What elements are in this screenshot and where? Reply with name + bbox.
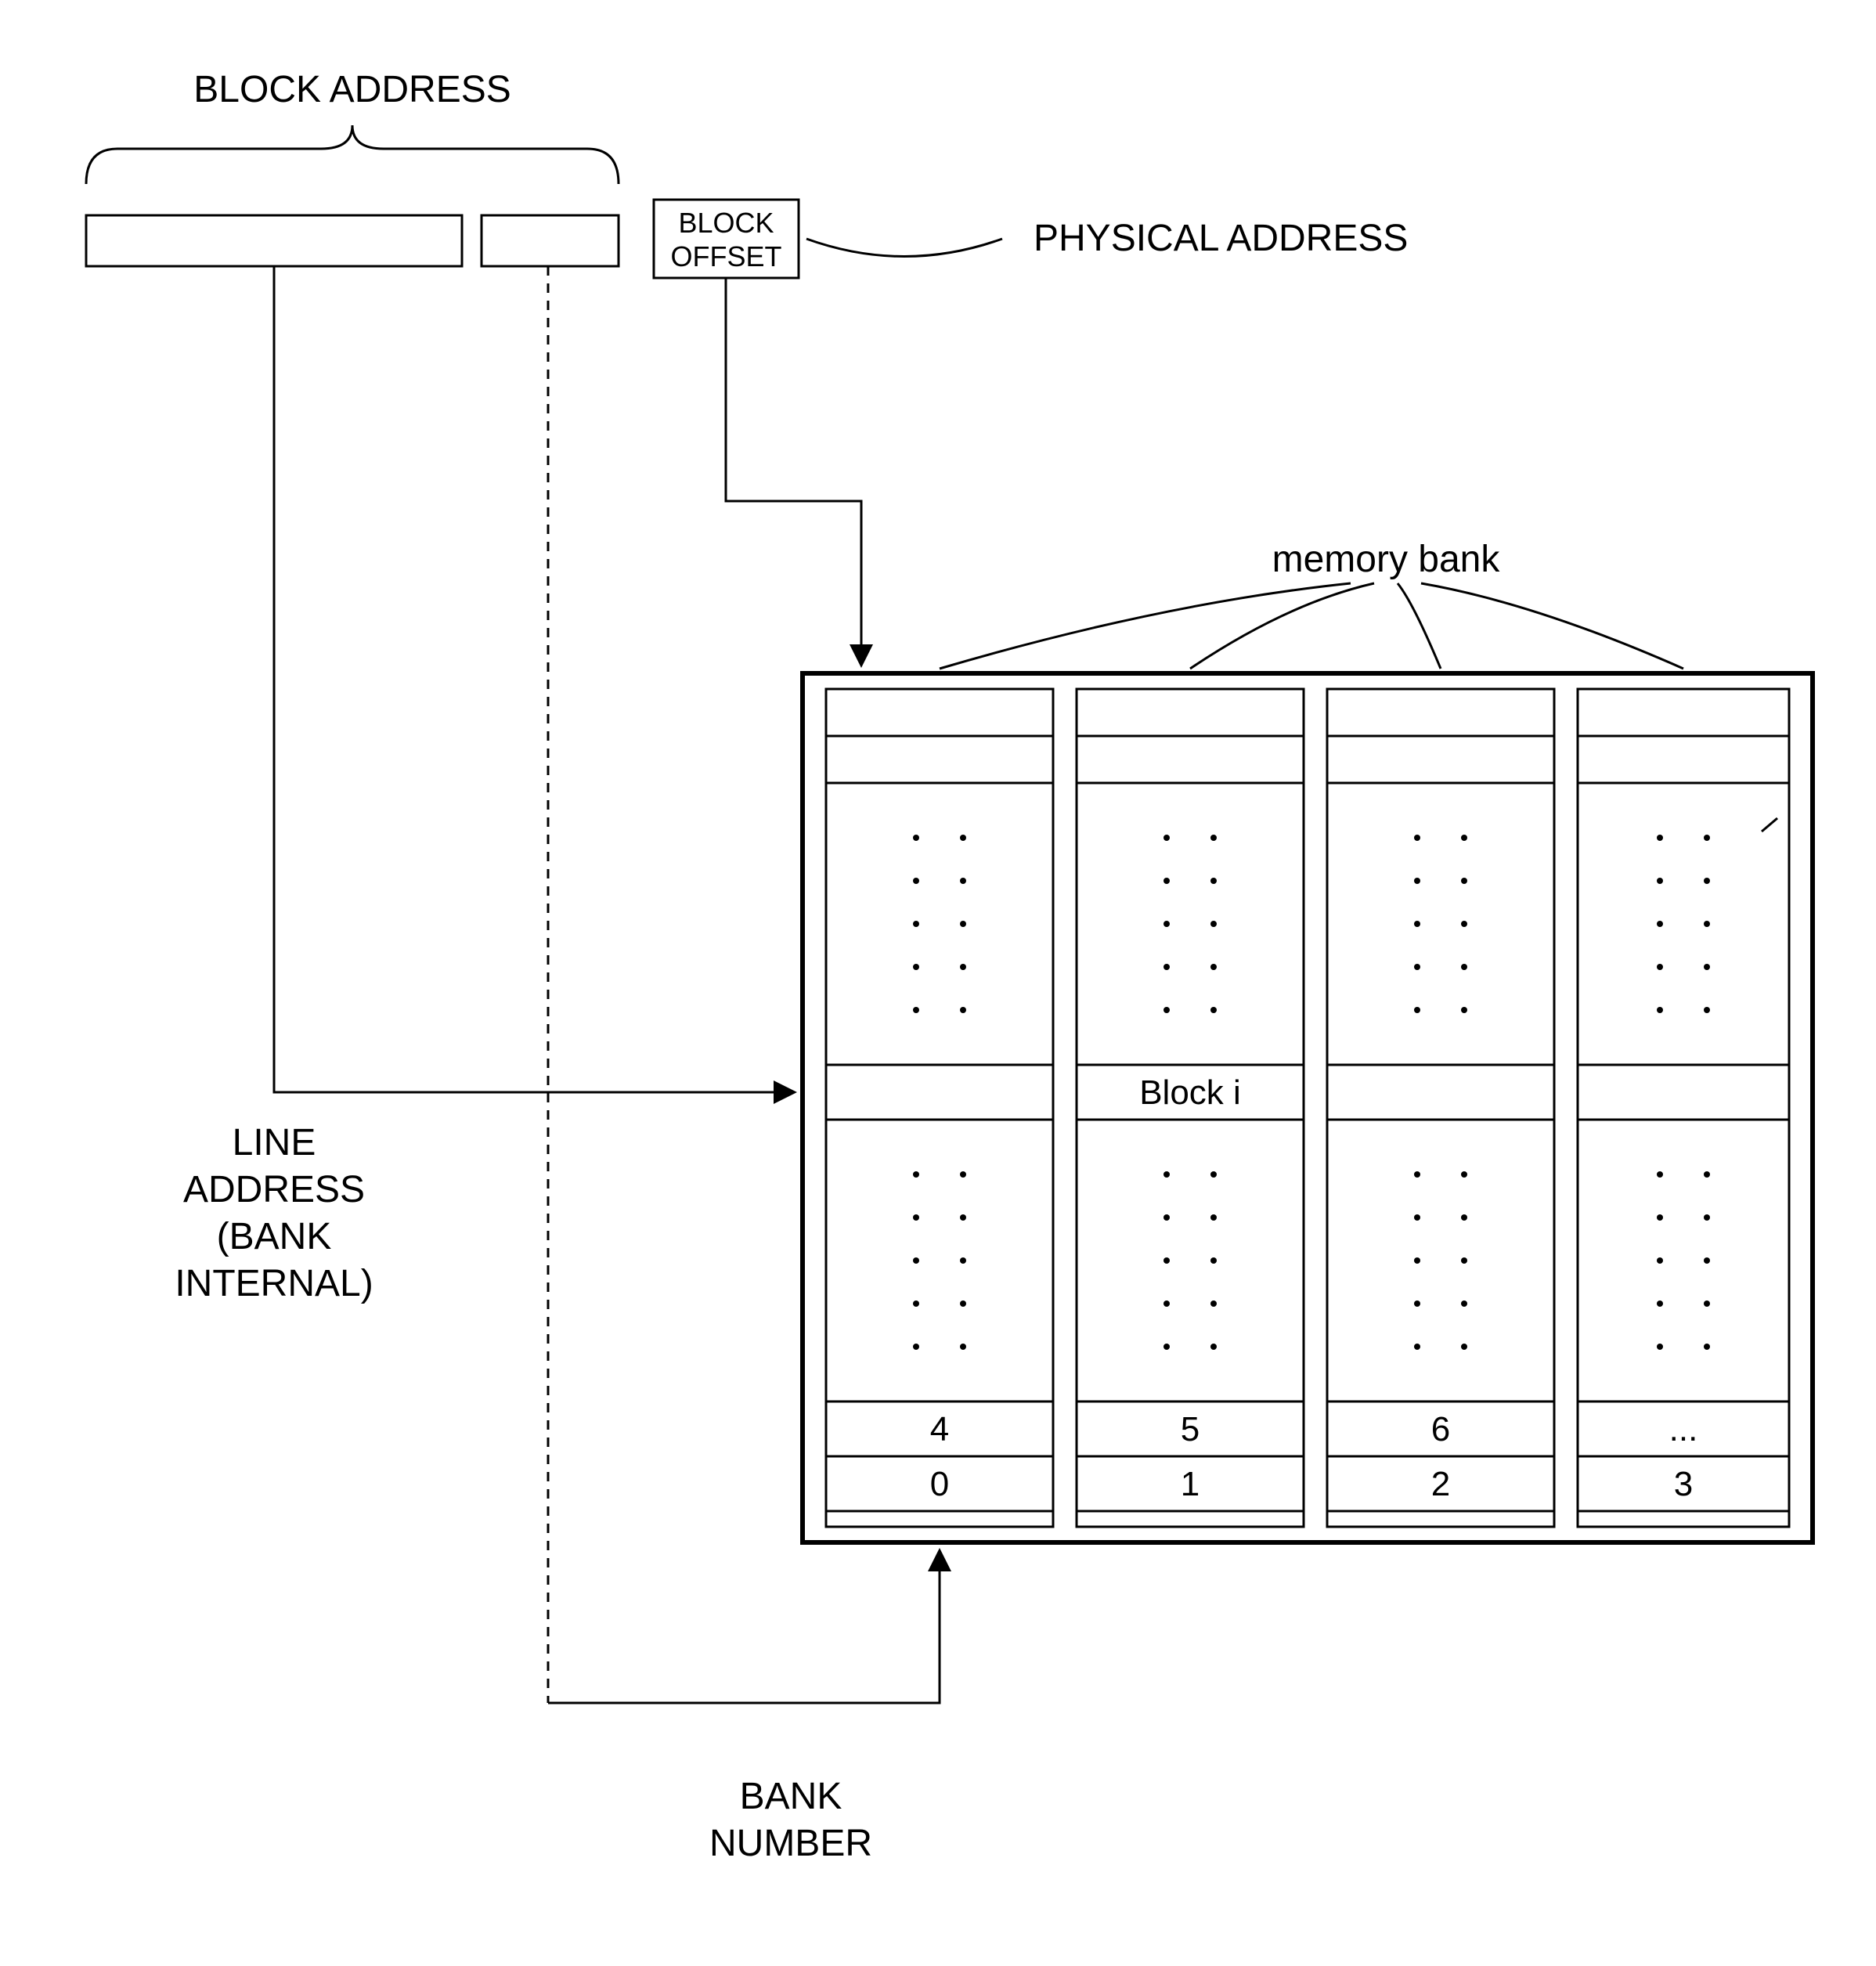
memory-bank-pointer-1 xyxy=(1190,583,1374,669)
block-i-cell: Block i xyxy=(1139,1073,1241,1112)
line-address-label-3: INTERNAL) xyxy=(175,1263,373,1304)
block-address-field-1 xyxy=(86,215,462,266)
bank-number-label-1: BANK xyxy=(740,1776,842,1817)
memory-bank-label: memory bank xyxy=(1272,539,1501,580)
cell-row4-3: ... xyxy=(1669,1410,1698,1448)
cell-row0-2: 2 xyxy=(1431,1465,1450,1503)
cell-row0-3: 3 xyxy=(1674,1465,1693,1503)
physical-address-label: PHYSICAL ADDRESS xyxy=(1034,218,1408,259)
cell-row0-1: 1 xyxy=(1181,1465,1200,1503)
block-address-brace xyxy=(86,125,619,184)
physical-address-connector xyxy=(806,239,1002,257)
cell-row4-1: 5 xyxy=(1181,1410,1200,1448)
bank-number-arrow xyxy=(548,1550,940,1703)
cell-row0-0: 0 xyxy=(930,1465,949,1503)
cell-row4-2: 6 xyxy=(1431,1410,1450,1448)
memory-bank-pointer-2 xyxy=(1398,583,1441,669)
block-offset-text-1: BLOCK xyxy=(678,207,774,239)
block-address-label: BLOCK ADDRESS xyxy=(193,69,510,110)
line-address-label-1: ADDRESS xyxy=(183,1169,365,1210)
line-address-arrow xyxy=(274,266,795,1092)
memory-bank-pointer-3 xyxy=(1421,583,1683,669)
block-offset-arrow xyxy=(726,278,861,666)
memory-outer-box xyxy=(803,673,1813,1542)
bank-number-label-2: NUMBER xyxy=(709,1823,872,1864)
memory-bank-pointer-0 xyxy=(940,583,1351,669)
block-offset-text-2: OFFSET xyxy=(671,240,782,272)
block-address-field-2 xyxy=(482,215,619,266)
cell-row4-0: 4 xyxy=(930,1410,949,1448)
line-address-label-2: (BANK xyxy=(217,1216,332,1257)
line-address-label-0: LINE xyxy=(233,1122,316,1163)
